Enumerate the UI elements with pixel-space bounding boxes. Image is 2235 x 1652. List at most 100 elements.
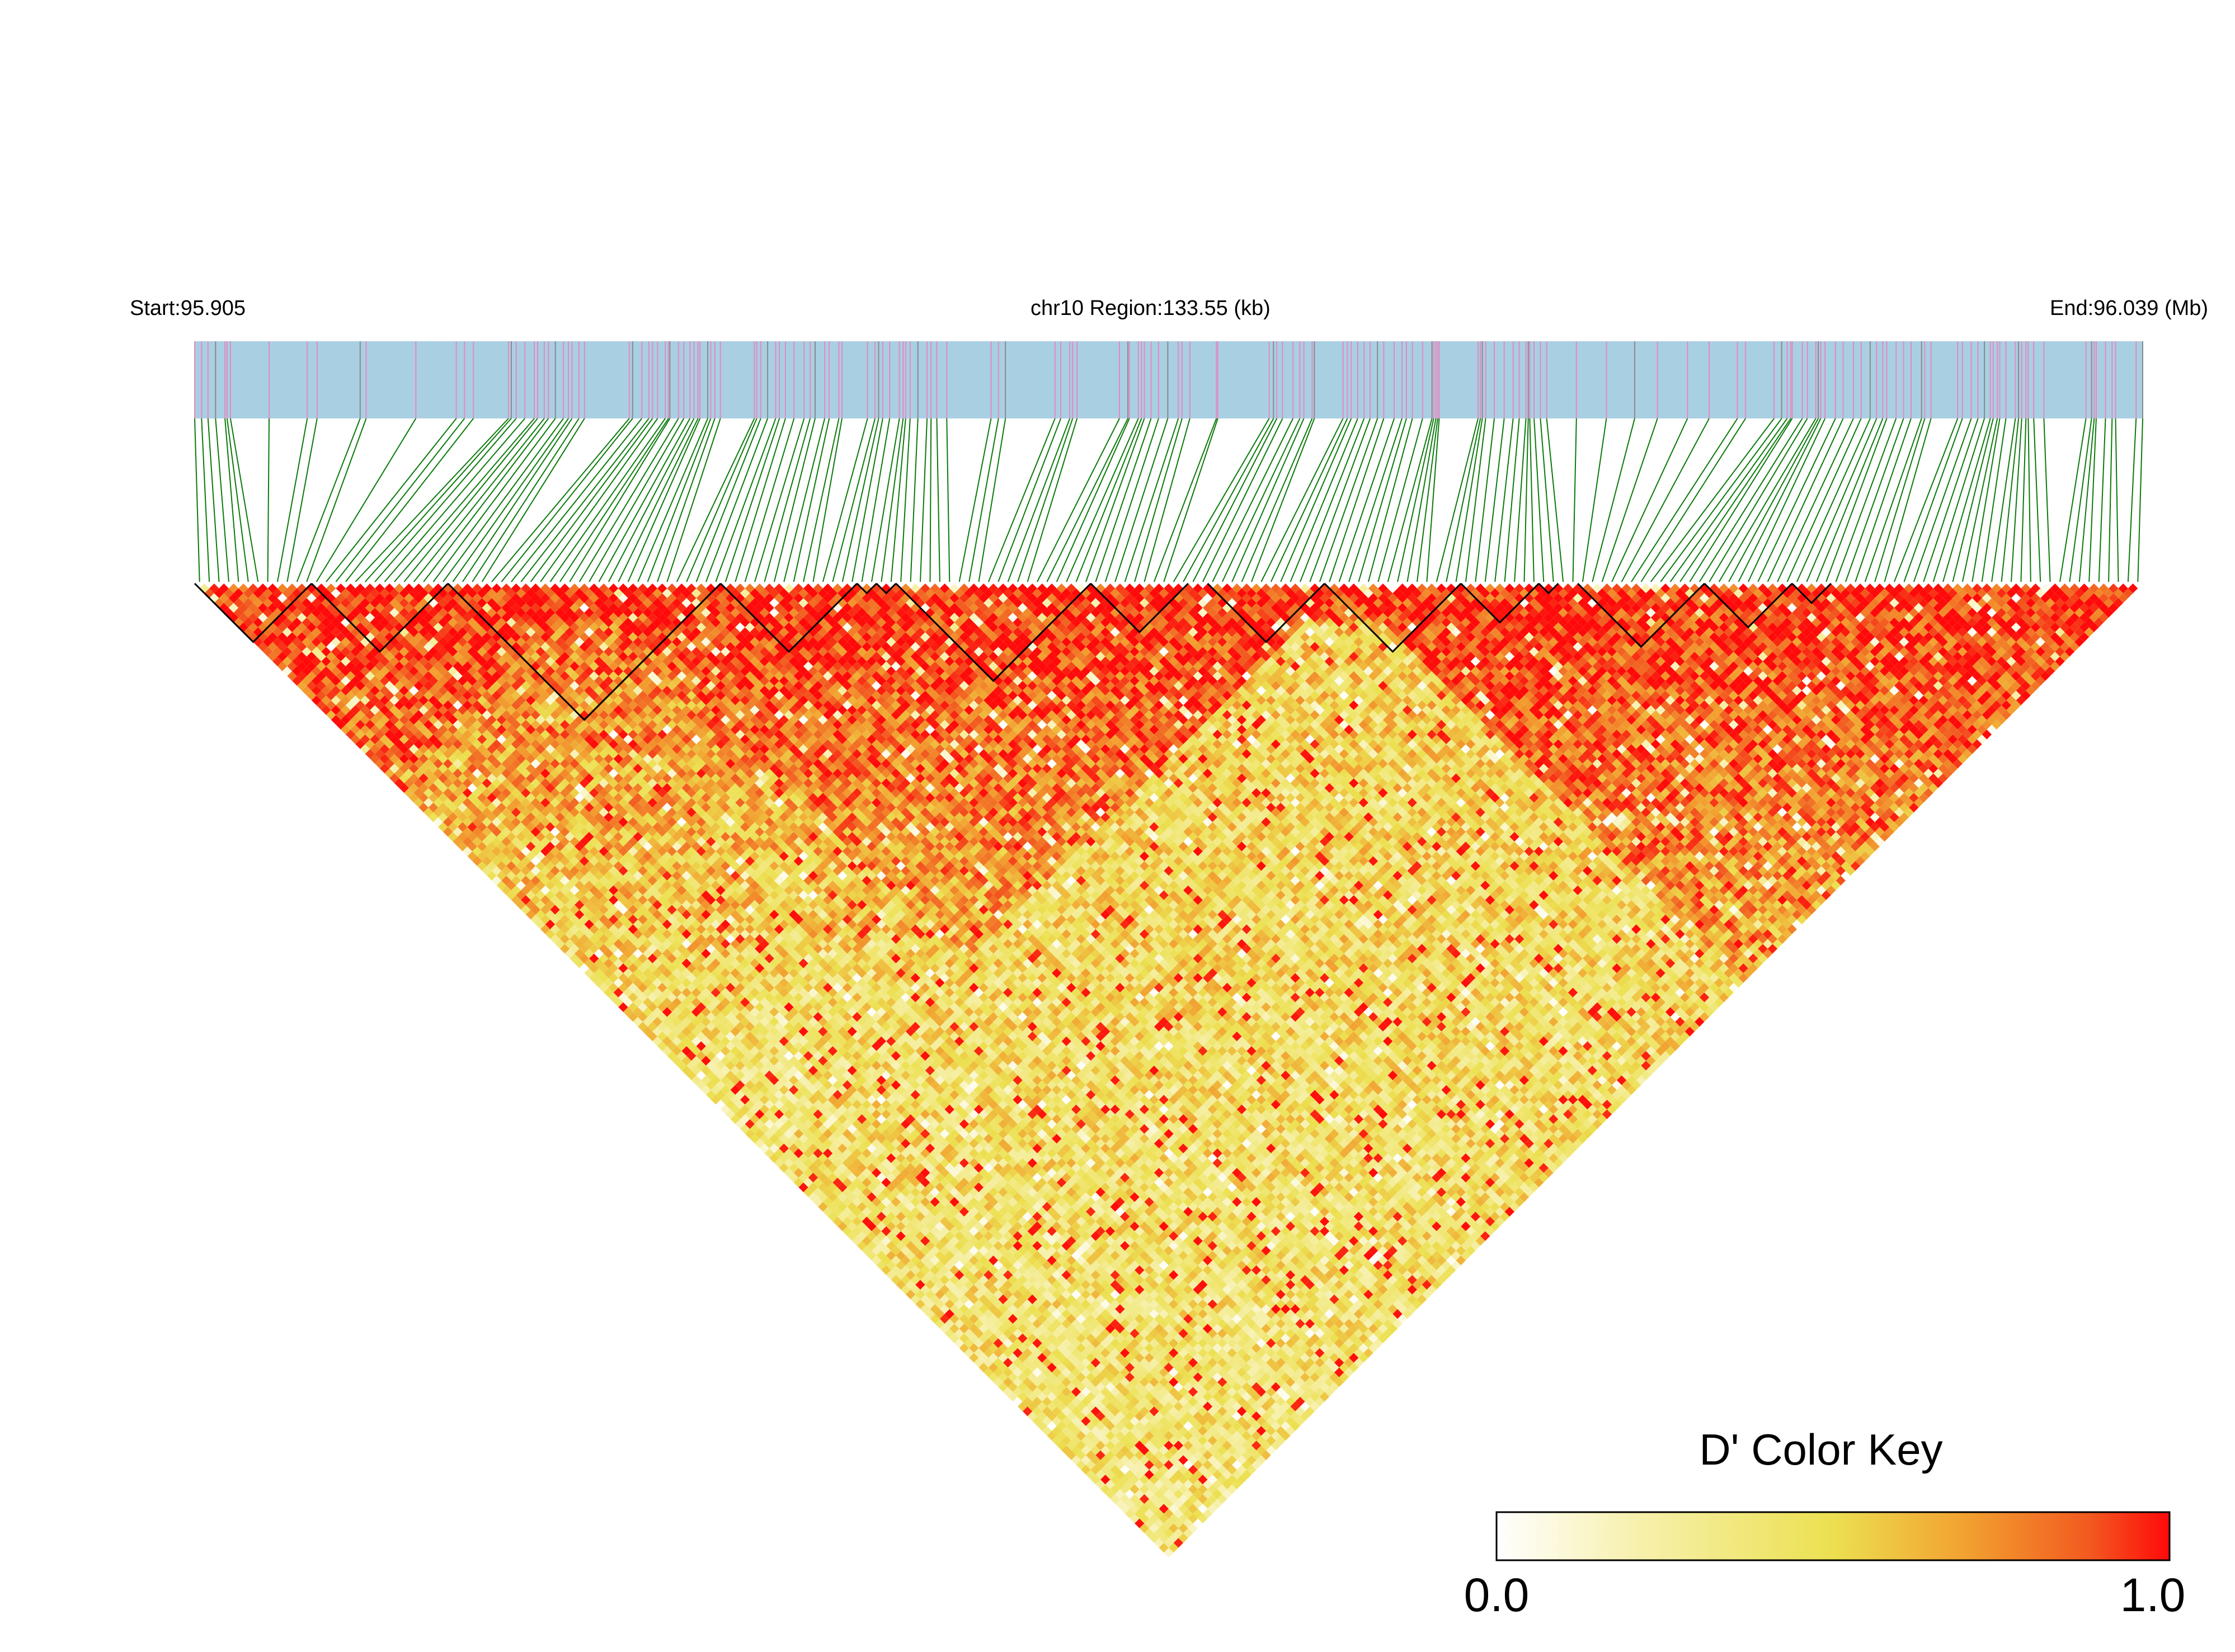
ld-cell — [881, 1245, 891, 1256]
snp-connector-line — [657, 418, 716, 582]
ld-cell — [501, 856, 511, 866]
ld-cell — [1090, 1465, 1101, 1475]
ld-cell — [691, 1056, 702, 1066]
ld-cell — [896, 1279, 906, 1290]
snp-connector-line — [1777, 418, 1854, 582]
ld-cell — [964, 1338, 974, 1348]
ld-cell — [462, 846, 473, 856]
ld-cell — [1042, 1406, 1052, 1416]
ld-cell — [418, 802, 429, 813]
snp-connector-line — [851, 418, 883, 582]
ld-cell — [706, 1080, 716, 1090]
snp-connector-line — [1786, 418, 1862, 582]
ld-cell — [1071, 1436, 1081, 1446]
ld-cell — [321, 705, 331, 715]
ld-cell — [628, 982, 638, 993]
snp-connector-line — [1825, 418, 1888, 582]
ld-cell — [681, 1065, 691, 1076]
ld-cell — [998, 1382, 1008, 1392]
snp-connector-line — [803, 418, 840, 582]
snp-connector-line — [1669, 418, 1788, 582]
ld-cell — [667, 1041, 677, 1051]
snp-connector-line — [1173, 418, 1270, 582]
snp-connector-line — [1845, 418, 1904, 582]
ld-cell — [759, 1114, 770, 1124]
snp-connector-line — [1144, 418, 1191, 582]
ld-cell — [1105, 1489, 1116, 1499]
snp-connector-line — [1300, 418, 1365, 582]
snp-connector-line — [1475, 418, 1495, 582]
ld-cell — [623, 987, 633, 997]
snp-connector-line — [355, 418, 509, 582]
ld-cell — [341, 705, 351, 715]
snp-connector-line — [296, 418, 361, 582]
snp-connector-line — [1767, 418, 1844, 582]
snp-connector-line — [1747, 418, 1826, 582]
snp-bar-background — [195, 341, 2143, 418]
snp-connector-line — [1446, 418, 1481, 582]
ld-cell — [409, 773, 419, 783]
ld-cell — [355, 710, 365, 720]
ld-cell — [881, 1255, 891, 1265]
ld-cell — [311, 666, 322, 676]
ld-cell — [467, 832, 477, 842]
ld-cell — [954, 1338, 964, 1348]
snp-connector-line — [267, 418, 270, 582]
ld-cell — [642, 997, 653, 1008]
snp-connector-line — [286, 418, 318, 582]
snp-connector-line — [1932, 418, 1985, 582]
ld-cell — [428, 783, 439, 793]
ld-cell — [623, 978, 633, 988]
ld-cell — [418, 783, 429, 793]
snp-connector-line — [2088, 418, 2097, 582]
ld-cell — [915, 1299, 925, 1309]
ld-cell — [750, 1114, 760, 1124]
ld-cell — [798, 1173, 808, 1183]
ld-cell — [462, 827, 473, 837]
ld-cell — [292, 666, 302, 676]
ld-cell — [1003, 1377, 1013, 1387]
ld-cell — [555, 919, 565, 930]
snp-connector-line — [676, 418, 755, 582]
ld-cell — [1159, 1542, 1169, 1553]
ld-cell — [443, 827, 453, 837]
ld-cell — [336, 710, 346, 720]
ld-cell — [297, 661, 307, 671]
ld-cell — [774, 1148, 784, 1159]
snp-connector-line — [413, 418, 545, 582]
ld-cell — [384, 759, 394, 769]
snp-connector-line — [1611, 418, 1688, 582]
ld-cell — [1061, 1445, 1071, 1456]
ld-cell — [1037, 1421, 1047, 1431]
ld-cell — [287, 651, 297, 662]
ld-cell — [750, 1124, 760, 1134]
ld-cell — [608, 992, 619, 1003]
snp-connector-line — [1329, 418, 1385, 582]
snp-connector-line — [1309, 418, 1371, 582]
ld-cell — [399, 773, 409, 783]
ld-cell — [243, 627, 253, 637]
snp-connector-line — [423, 418, 549, 582]
ld-cell — [438, 793, 448, 803]
snp-connector-line — [871, 418, 900, 582]
ld-cell — [516, 890, 526, 900]
ld-cell — [355, 739, 365, 749]
ld-cell — [1100, 1465, 1111, 1475]
ld-cell — [973, 1358, 984, 1368]
ld-cell — [657, 1031, 667, 1042]
ld-cell — [311, 685, 322, 696]
ld-cell — [525, 900, 536, 910]
ld-cell — [316, 681, 326, 691]
ld-cell — [516, 900, 526, 910]
snp-connector-line — [1037, 418, 1120, 582]
ld-cell — [360, 744, 370, 754]
ld-cell — [506, 890, 516, 900]
snp-connector-line — [627, 418, 701, 582]
ld-cell — [345, 719, 356, 730]
snp-connector-line — [1572, 418, 1577, 582]
ld-cell — [789, 1162, 799, 1173]
ld-cell — [1027, 1411, 1037, 1422]
snp-connector-line — [1523, 418, 1529, 582]
ld-cell — [1169, 1533, 1179, 1543]
snp-connector-line — [1221, 418, 1301, 582]
